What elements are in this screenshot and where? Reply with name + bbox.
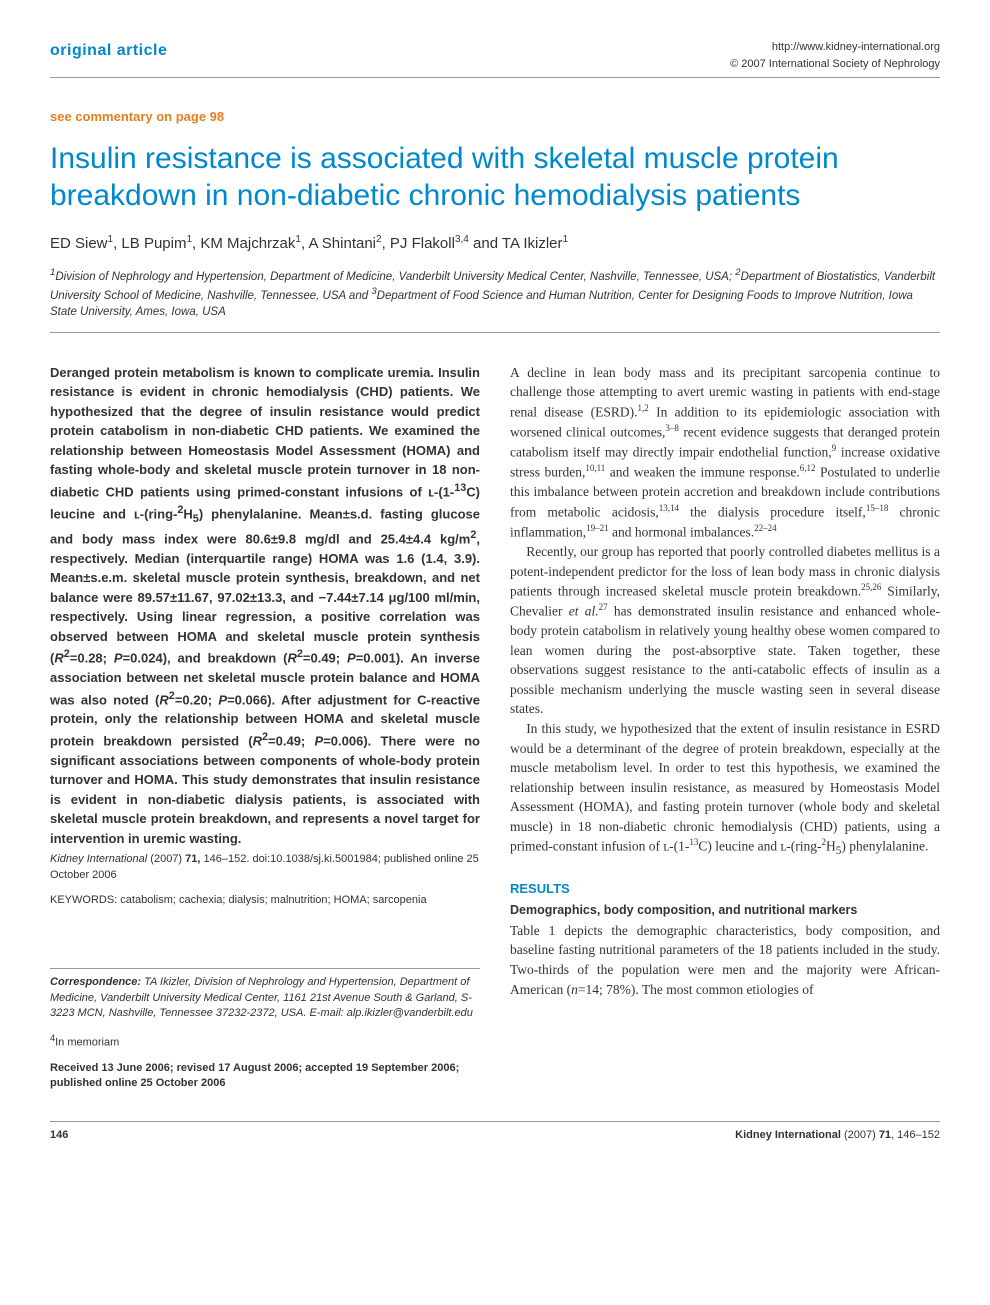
page-footer: 146 Kidney International (2007) 71, 146–… <box>50 1121 940 1143</box>
results-paragraph: Table 1 depicts the demographic characte… <box>510 921 940 999</box>
article-title: Insulin resistance is associated with sk… <box>50 140 940 215</box>
correspondence-block: Correspondence: TA Ikizler, Division of … <box>50 968 480 1021</box>
journal-url: http://www.kidney-international.org <box>730 40 940 55</box>
copyright-line: © 2007 International Society of Nephrolo… <box>730 57 940 72</box>
page-header: original article http://www.kidney-inter… <box>50 40 940 78</box>
citation-line: Kidney International (2007) 71, 146–152.… <box>50 852 480 883</box>
commentary-link: see commentary on page 98 <box>50 108 940 126</box>
article-type-label: original article <box>50 40 167 62</box>
divider-rule <box>50 332 940 333</box>
results-subheading: Demographics, body composition, and nutr… <box>510 901 940 919</box>
left-column: Deranged protein metabolism is known to … <box>50 363 480 1091</box>
received-dates: Received 13 June 2006; revised 17 August… <box>50 1061 480 1092</box>
affiliations: 1Division of Nephrology and Hypertension… <box>50 266 940 320</box>
body-paragraph-2: Recently, our group has reported that po… <box>510 542 940 719</box>
header-right-block: http://www.kidney-international.org © 20… <box>730 40 940 73</box>
author-list: ED Siew1, LB Pupim1, KM Majchrzak1, A Sh… <box>50 233 940 254</box>
footer-journal-ref: Kidney International (2007) 71, 146–152 <box>735 1128 940 1143</box>
body-paragraph-1: A decline in lean body mass and its prec… <box>510 363 940 542</box>
two-column-body: Deranged protein metabolism is known to … <box>50 363 940 1091</box>
keywords-line: KEYWORDS: catabolism; cachexia; dialysis… <box>50 893 480 908</box>
right-column: A decline in lean body mass and its prec… <box>510 363 940 1091</box>
abstract-text: Deranged protein metabolism is known to … <box>50 363 480 848</box>
results-heading: RESULTS <box>510 880 940 899</box>
in-memoriam-note: 4In memoriam <box>50 1032 480 1051</box>
page-number: 146 <box>50 1128 68 1143</box>
body-paragraph-3: In this study, we hypothesized that the … <box>510 719 940 860</box>
